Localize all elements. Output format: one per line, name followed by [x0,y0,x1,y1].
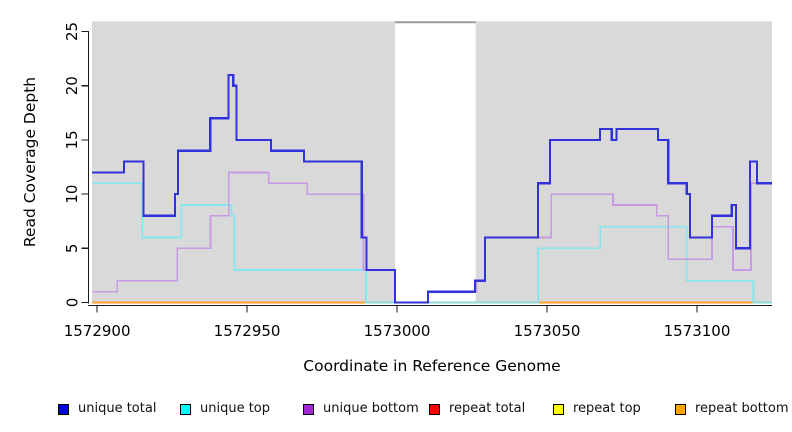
x-tick-label: 1572950 [214,322,281,340]
x-tick-label: 1573050 [514,322,581,340]
x-tick-label: 1572900 [64,322,131,340]
coverage-gap-band [394,23,476,304]
y-axis-title: Read Coverage Depth [21,76,39,248]
y-tick-label: 15 [63,130,81,149]
y-tick-label: 20 [63,76,81,95]
gap-band-top-edge [394,21,476,24]
x-axis-title: Coordinate in Reference Genome [303,357,561,375]
y-tick-label: 5 [63,244,81,254]
x-tick-label: 1573100 [664,322,731,340]
x-tick-label: 1573000 [364,322,431,340]
series-unique-total [92,73,772,304]
series-unique-top [92,182,772,304]
y-tick-label: 0 [63,298,81,308]
y-tick-label: 25 [63,22,81,41]
y-tick-label: 10 [63,185,81,204]
